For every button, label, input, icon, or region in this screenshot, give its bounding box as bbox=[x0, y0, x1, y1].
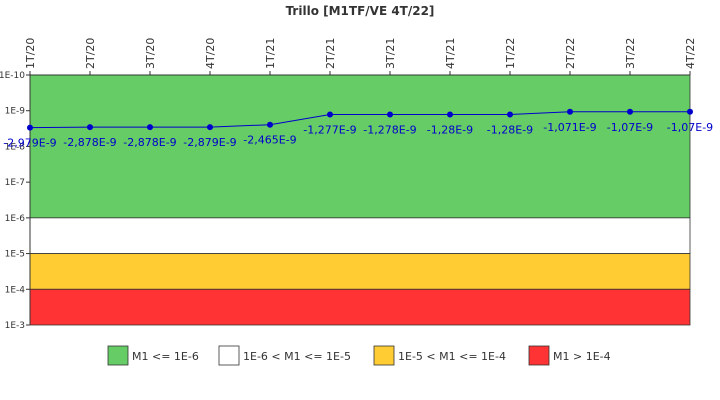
x-tick-label: 3T/21 bbox=[384, 38, 397, 69]
legend-swatch bbox=[528, 345, 550, 366]
data-labels: -2,979E-9 -2,878E-9 -2,878E-9 -2,879E-9 -2,4… bbox=[3, 121, 713, 150]
data-label: -1,07E-9 bbox=[607, 121, 653, 134]
legend-label: 1E-5 < M1 <= 1E-4 bbox=[398, 350, 506, 363]
data-point bbox=[627, 108, 633, 115]
legend-swatch bbox=[373, 345, 395, 366]
data-point bbox=[207, 124, 213, 131]
y-tick-label: 1E-3 bbox=[5, 321, 25, 331]
y-tick-label: 1E-8 bbox=[5, 142, 26, 152]
y-tick-label: 1E-9 bbox=[5, 107, 26, 117]
legend-swatch bbox=[107, 345, 129, 366]
x-tick-label: 1T/22 bbox=[504, 38, 517, 69]
data-label: -2,878E-9 bbox=[123, 136, 176, 149]
y-tick-label: 1E-6 bbox=[5, 214, 26, 224]
data-label: -2,878E-9 bbox=[63, 136, 116, 149]
band-3 bbox=[29, 253, 691, 290]
x-tick-label: 1T/21 bbox=[264, 38, 277, 69]
x-tick-label: 4T/20 bbox=[204, 38, 217, 69]
x-tick-label: 2T/20 bbox=[84, 38, 97, 69]
y-tick-label: 1E-5 bbox=[5, 250, 25, 260]
data-label: -2,465E-9 bbox=[243, 134, 296, 147]
data-point bbox=[27, 124, 33, 131]
data-point bbox=[687, 108, 693, 115]
x-tick-label: 2T/22 bbox=[564, 38, 577, 69]
legend-label: 1E-6 < M1 <= 1E-5 bbox=[243, 350, 351, 363]
y-tick-label: 1E-4 bbox=[5, 285, 26, 295]
data-point bbox=[327, 111, 333, 118]
data-label: -1,071E-9 bbox=[543, 121, 596, 134]
axes: 1T/20 2T/20 3T/20 4T/20 1T/21 2T/21 3T/21 4T/21… bbox=[0, 38, 697, 331]
x-tick-label: 3T/20 bbox=[144, 38, 157, 69]
data-point bbox=[567, 108, 573, 115]
data-label: -2,979E-9 bbox=[3, 137, 56, 150]
data-label: -1,277E-9 bbox=[303, 124, 356, 137]
data-point bbox=[387, 111, 393, 118]
y-tick-label: 1E-10 bbox=[0, 71, 25, 81]
legend: M1 <= 1E-6 1E-6 < M1 <= 1E-5 1E-5 < M1 <= … bbox=[107, 345, 611, 366]
data-label: -1,28E-9 bbox=[427, 124, 473, 137]
chart-title: Trillo [M1TF/VE 4T/22] bbox=[286, 4, 435, 18]
legend-label: M1 > 1E-4 bbox=[553, 350, 611, 363]
legend-swatch bbox=[218, 345, 240, 366]
x-tick-label: 1T/20 bbox=[24, 38, 37, 69]
series-line bbox=[29, 111, 690, 129]
x-tick-label: 4T/21 bbox=[444, 38, 457, 69]
data-label: -2,879E-9 bbox=[183, 136, 236, 149]
legend-label: M1 <= 1E-6 bbox=[132, 350, 199, 363]
data-point bbox=[507, 111, 513, 118]
data-label: -1,07E-9 bbox=[667, 121, 713, 134]
y-tick-label: 1E-7 bbox=[5, 178, 25, 188]
data-point bbox=[447, 111, 453, 118]
data-label: -1,28E-9 bbox=[487, 124, 533, 137]
x-tick-label: 3T/22 bbox=[624, 38, 637, 69]
data-point bbox=[87, 124, 93, 131]
band-2 bbox=[29, 217, 691, 254]
data-point bbox=[147, 124, 153, 131]
x-tick-label: 2T/21 bbox=[324, 38, 337, 69]
x-tick-label: 4T/22 bbox=[684, 38, 697, 69]
data-point bbox=[267, 121, 273, 128]
risk-bands bbox=[29, 74, 691, 326]
band-4 bbox=[29, 288, 691, 326]
data-series bbox=[27, 108, 693, 131]
data-label: -1,278E-9 bbox=[363, 124, 416, 137]
band-1 bbox=[29, 74, 691, 219]
